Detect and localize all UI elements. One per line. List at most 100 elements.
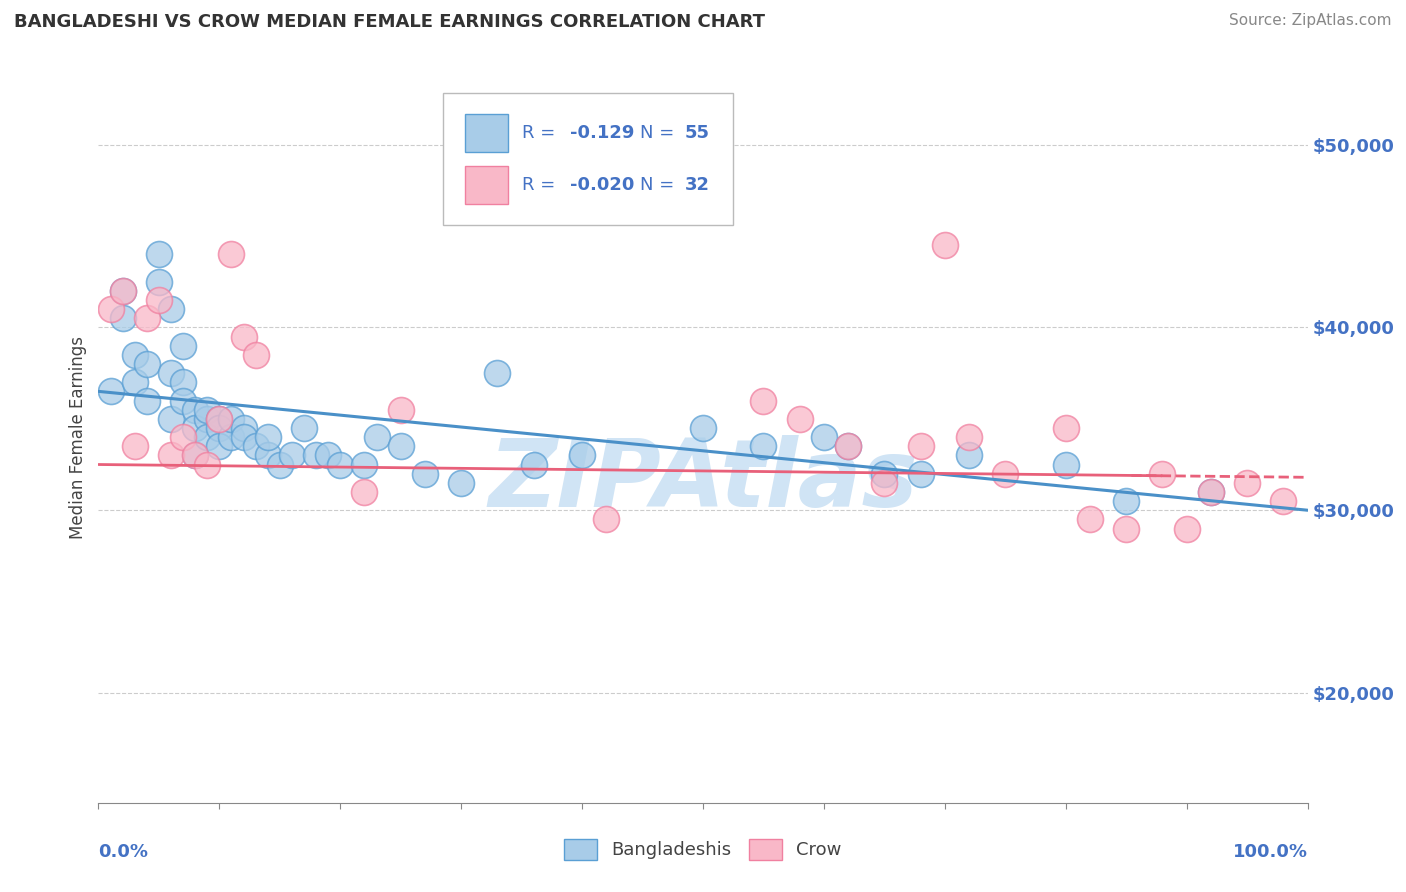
Text: 0.0%: 0.0% xyxy=(98,843,149,861)
Point xyxy=(873,475,896,490)
Point xyxy=(124,375,146,389)
Point xyxy=(208,439,231,453)
Point xyxy=(232,329,254,343)
Point xyxy=(1078,512,1101,526)
Point xyxy=(1236,475,1258,490)
Point xyxy=(208,411,231,425)
Point xyxy=(910,439,932,453)
Point xyxy=(353,458,375,472)
Point xyxy=(195,430,218,444)
Point xyxy=(208,411,231,425)
Point xyxy=(172,338,194,352)
Text: 32: 32 xyxy=(685,177,710,194)
Point xyxy=(148,275,170,289)
Point xyxy=(486,366,509,380)
Point xyxy=(1054,458,1077,472)
Text: 100.0%: 100.0% xyxy=(1233,843,1308,861)
Point xyxy=(752,393,775,408)
Point xyxy=(813,430,835,444)
FancyBboxPatch shape xyxy=(465,114,509,152)
Point xyxy=(837,439,859,453)
Point xyxy=(111,311,134,326)
Point xyxy=(160,366,183,380)
Point xyxy=(172,430,194,444)
Point xyxy=(124,348,146,362)
FancyBboxPatch shape xyxy=(443,94,734,225)
Point xyxy=(873,467,896,481)
Point xyxy=(305,448,328,462)
Point xyxy=(184,448,207,462)
Point xyxy=(752,439,775,453)
Point xyxy=(184,421,207,435)
Point xyxy=(353,484,375,499)
Point xyxy=(160,411,183,425)
Text: BANGLADESHI VS CROW MEDIAN FEMALE EARNINGS CORRELATION CHART: BANGLADESHI VS CROW MEDIAN FEMALE EARNIN… xyxy=(14,13,765,31)
Point xyxy=(329,458,352,472)
Point xyxy=(692,421,714,435)
Point xyxy=(184,448,207,462)
Point xyxy=(1175,521,1198,535)
Point xyxy=(1152,467,1174,481)
Point xyxy=(100,301,122,317)
Point xyxy=(160,301,183,317)
Point xyxy=(111,284,134,298)
Point xyxy=(172,393,194,408)
Point xyxy=(135,393,157,408)
Point xyxy=(232,421,254,435)
Point xyxy=(1115,494,1137,508)
Point xyxy=(172,375,194,389)
Point xyxy=(221,247,243,261)
Point xyxy=(160,448,183,462)
Y-axis label: Median Female Earnings: Median Female Earnings xyxy=(69,335,87,539)
Point xyxy=(837,439,859,453)
Text: 55: 55 xyxy=(685,124,710,142)
Text: ZIPAtlas: ZIPAtlas xyxy=(488,435,918,527)
Point xyxy=(195,402,218,417)
Point xyxy=(413,467,436,481)
Point xyxy=(450,475,472,490)
Point xyxy=(208,421,231,435)
Point xyxy=(316,448,339,462)
Point xyxy=(595,512,617,526)
Text: -0.020: -0.020 xyxy=(569,177,634,194)
Point xyxy=(135,357,157,371)
Point xyxy=(256,448,278,462)
Point xyxy=(389,439,412,453)
Point xyxy=(994,467,1017,481)
Point xyxy=(523,458,546,472)
Point xyxy=(366,430,388,444)
Text: Source: ZipAtlas.com: Source: ZipAtlas.com xyxy=(1229,13,1392,29)
Point xyxy=(135,311,157,326)
Point xyxy=(910,467,932,481)
Point xyxy=(232,430,254,444)
Text: N =: N = xyxy=(640,124,681,142)
Point xyxy=(957,448,980,462)
FancyBboxPatch shape xyxy=(465,167,509,204)
Point xyxy=(124,439,146,453)
Point xyxy=(100,384,122,399)
Point xyxy=(148,293,170,307)
Point xyxy=(111,284,134,298)
Point xyxy=(245,348,267,362)
Point xyxy=(1115,521,1137,535)
Point xyxy=(1054,421,1077,435)
Point xyxy=(281,448,304,462)
Point xyxy=(1199,484,1222,499)
Legend: Bangladeshis, Crow: Bangladeshis, Crow xyxy=(557,831,849,867)
Point xyxy=(245,439,267,453)
Text: R =: R = xyxy=(522,124,561,142)
Point xyxy=(195,411,218,425)
Point xyxy=(195,458,218,472)
Point xyxy=(269,458,291,472)
Point xyxy=(934,238,956,252)
Point xyxy=(957,430,980,444)
Text: N =: N = xyxy=(640,177,681,194)
Point xyxy=(256,430,278,444)
Point xyxy=(221,430,243,444)
Point xyxy=(789,411,811,425)
Point xyxy=(221,411,243,425)
Point xyxy=(1272,494,1295,508)
Point xyxy=(148,247,170,261)
Text: R =: R = xyxy=(522,177,561,194)
Point xyxy=(184,402,207,417)
